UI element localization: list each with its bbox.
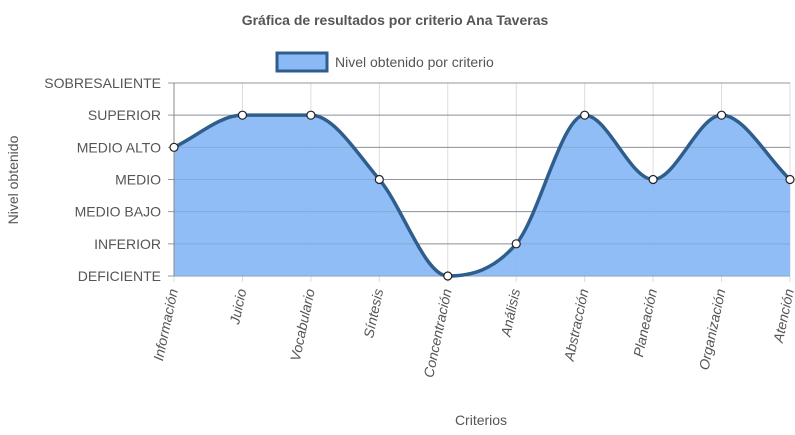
data-area bbox=[173, 82, 792, 278]
data-point[interactable] bbox=[785, 174, 795, 185]
data-point[interactable] bbox=[443, 271, 453, 281]
y-axis-ticks: DEFICIENTE INFERIOR MEDIO BAJO MEDIO MEDIO A… bbox=[44, 75, 161, 284]
data-point[interactable] bbox=[648, 174, 658, 185]
legend[interactable]: Nivel obtenido por criterio bbox=[275, 51, 494, 73]
data-point[interactable] bbox=[169, 142, 179, 152]
y-axis-title: Nivel obtenido bbox=[5, 135, 21, 224]
x-tick-label: Abstracción bbox=[561, 287, 592, 363]
y-tick-label: MEDIO bbox=[115, 172, 161, 188]
y-tick-label: DEFICIENTE bbox=[78, 268, 161, 284]
data-point[interactable] bbox=[374, 174, 384, 185]
x-tick-label: Planeación bbox=[630, 287, 660, 358]
x-tick-label: Organización bbox=[696, 287, 729, 371]
data-point[interactable] bbox=[237, 110, 248, 120]
y-tick-label: SUPERIOR bbox=[88, 107, 161, 123]
x-tick-label: Vocabulario bbox=[287, 287, 318, 362]
x-tick-label: Síntesis bbox=[360, 287, 386, 339]
data-point[interactable] bbox=[580, 110, 590, 120]
legend-swatch bbox=[275, 51, 329, 73]
y-tick-label: INFERIOR bbox=[94, 236, 161, 252]
y-tick-label: MEDIO ALTO bbox=[77, 139, 161, 155]
x-tick-label: Concentración bbox=[420, 287, 454, 379]
series-line bbox=[173, 113, 792, 278]
series-area bbox=[174, 115, 790, 277]
data-point[interactable] bbox=[716, 110, 727, 120]
x-axis-title: Criterios bbox=[455, 412, 507, 428]
data-point[interactable] bbox=[511, 239, 521, 249]
x-axis-ticks: Información Juicio Vocabulario Síntesis Conc… bbox=[150, 287, 795, 379]
y-tick-label: MEDIO BAJO bbox=[75, 204, 161, 220]
x-tick-label: Información bbox=[150, 287, 181, 362]
y-tick-label: SOBRESALIENTE bbox=[44, 75, 161, 91]
data-points bbox=[169, 110, 795, 281]
chart-title: Gráfica de resultados por criterio Ana T… bbox=[242, 12, 549, 28]
x-tick-label: Atención bbox=[770, 287, 795, 345]
x-tick-label: Juicio bbox=[226, 287, 249, 327]
legend-label: Nivel obtenido por criterio bbox=[335, 54, 494, 70]
x-tick-label: Análisis bbox=[497, 287, 523, 339]
data-point[interactable] bbox=[306, 110, 316, 120]
